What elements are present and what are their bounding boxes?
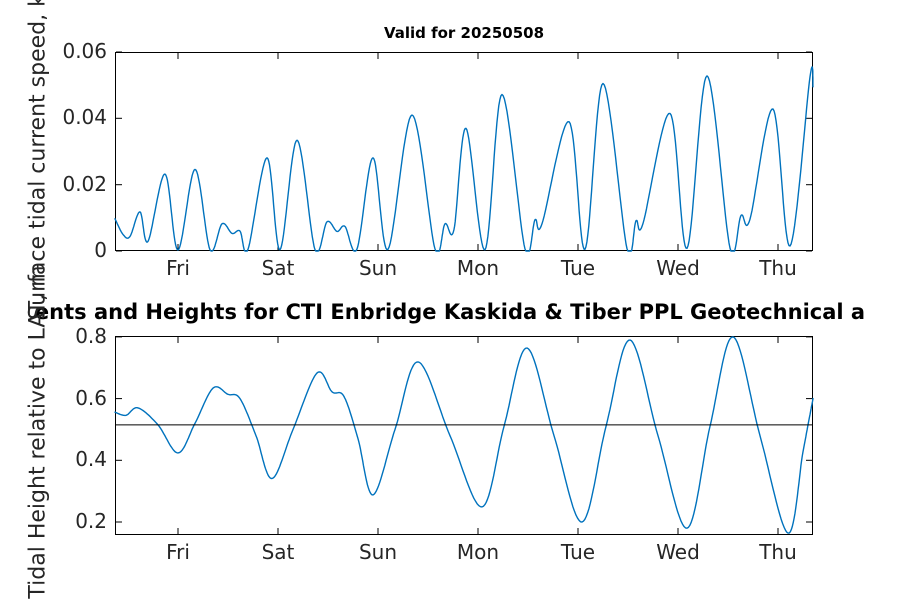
top-plot-canvas: [114, 51, 814, 252]
x-tick-label: Mon: [456, 256, 500, 280]
bottom-plot-ylabel: Tidal Height relative to LAT, m: [25, 265, 51, 599]
y-tick-label: 0.6: [75, 385, 107, 410]
y-tick-label: 0.02: [62, 171, 107, 196]
x-tick-label: Sat: [261, 256, 295, 280]
surface-tidal-current-speed-line: [114, 66, 814, 252]
x-tick-label: Sun: [358, 540, 398, 564]
top-plot-title: Valid for 20250508: [383, 24, 545, 42]
y-tick-label: 0.04: [62, 105, 107, 130]
plot-box: [115, 336, 813, 535]
x-tick-label: Fri: [166, 540, 190, 564]
y-tick-label: 0.4: [75, 447, 107, 472]
plot-box: [115, 52, 813, 251]
x-tick-label: Sun: [358, 256, 398, 280]
y-tick-label: 0: [94, 238, 107, 262]
x-tick-label: Tue: [560, 540, 596, 564]
bottom-plot-canvas: [114, 336, 814, 535]
y-tick-label: 0.2: [75, 509, 107, 534]
figure-suptitle: ents and Heights for CTI Enbridge Kaskid…: [34, 300, 866, 324]
x-tick-label: Wed: [656, 540, 700, 564]
x-tick-label: Sat: [261, 540, 295, 564]
tidal-height-line: [114, 336, 814, 534]
x-tick-label: Fri: [166, 256, 190, 280]
x-tick-label: Thu: [759, 256, 797, 280]
x-tick-label: Wed: [656, 256, 700, 280]
x-tick-label: Mon: [456, 540, 500, 564]
y-tick-label: 0.06: [62, 39, 107, 63]
x-tick-label: Tue: [560, 256, 596, 280]
y-tick-label: 0.8: [75, 323, 107, 348]
x-tick-label: Thu: [759, 540, 797, 564]
